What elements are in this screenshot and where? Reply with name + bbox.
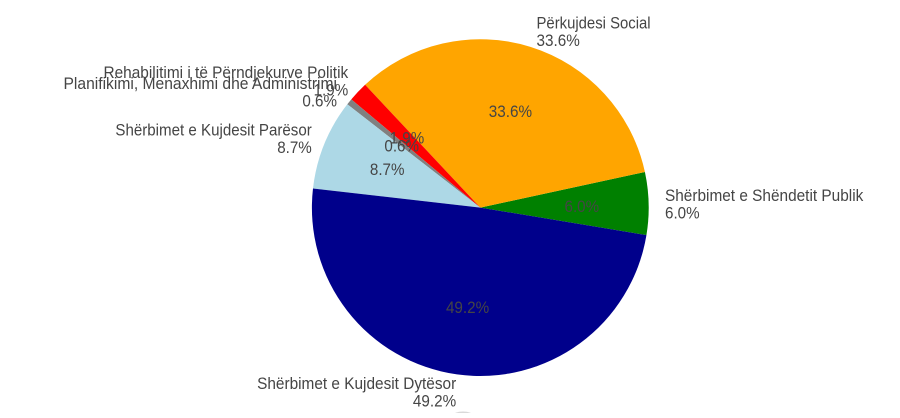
svg-text:1.9%: 1.9%	[314, 81, 349, 99]
svg-text:49.2%: 49.2%	[446, 299, 490, 317]
svg-text:Përkujdesi Social: Përkujdesi Social	[537, 14, 651, 32]
svg-text:8.7%: 8.7%	[370, 161, 405, 179]
svg-text:Shërbimet e Kujdesit Parësor: Shërbimet e Kujdesit Parësor	[115, 121, 312, 139]
svg-text:49.2%: 49.2%	[413, 392, 457, 410]
svg-text:33.6%: 33.6%	[537, 32, 581, 50]
svg-text:1.9%: 1.9%	[390, 130, 425, 148]
svg-text:0.6%: 0.6%	[302, 92, 337, 110]
svg-text:Shërbimet e Shëndetit Publik: Shërbimet e Shëndetit Publik	[665, 187, 864, 205]
svg-text:6.0%: 6.0%	[665, 204, 700, 222]
svg-text:Planifikimi, Menaxhimi dhe Adm: Planifikimi, Menaxhimi dhe Administrimi	[64, 75, 338, 93]
svg-text:0.6%: 0.6%	[384, 137, 419, 155]
svg-text:Shërbimet e Kujdesit Dytësor: Shërbimet e Kujdesit Dytësor	[257, 375, 457, 393]
svg-text:Rehabilitimi i të Përndjekurve: Rehabilitimi i të Përndjekurve Politik	[104, 64, 349, 82]
svg-text:6.0%: 6.0%	[565, 198, 600, 216]
svg-text:33.6%: 33.6%	[489, 103, 533, 121]
svg-text:8.7%: 8.7%	[277, 139, 312, 157]
